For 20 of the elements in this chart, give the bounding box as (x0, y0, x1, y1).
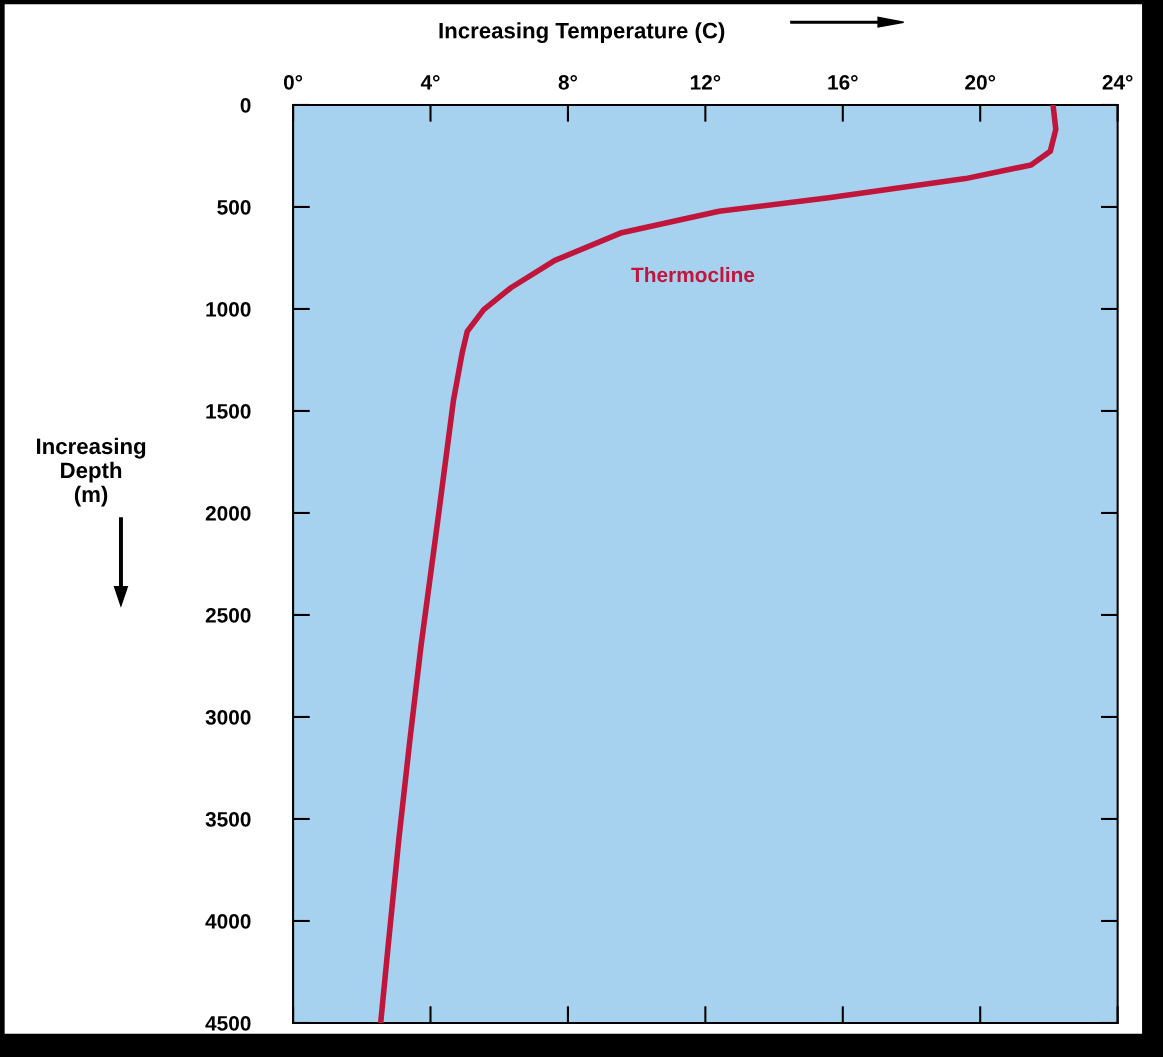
x-tick-label: 16° (828, 74, 858, 90)
x-tick-label: 0° (283, 74, 303, 90)
x-tick-label: 24° (1102, 74, 1133, 90)
y-tick-label: 1000 (206, 301, 251, 317)
y-tick-label: 4000 (205, 913, 251, 929)
y-tick-label: 4500 (205, 1015, 251, 1031)
y-tick-label: 0 (240, 97, 251, 113)
y-tick-label: 2000 (205, 505, 251, 521)
x-tick-label: 4° (420, 75, 440, 90)
x-tick-label: 20° (965, 74, 996, 90)
y-tick-label: 2500 (205, 607, 251, 623)
y-axis-title: Increasing Depth (m) (36, 437, 146, 507)
y-tick-label: 3500 (205, 811, 251, 827)
y-tick-label: 3000 (205, 709, 251, 725)
y-tick-label: 500 (217, 199, 251, 215)
x-axis-title: Increasing Temperature (C) (439, 22, 725, 44)
annotation: Thermocline (631, 266, 755, 283)
y-tick-label: 1500 (206, 403, 251, 419)
x-tick-label: 8° (558, 74, 577, 90)
x-tick-label: 12° (690, 74, 721, 90)
